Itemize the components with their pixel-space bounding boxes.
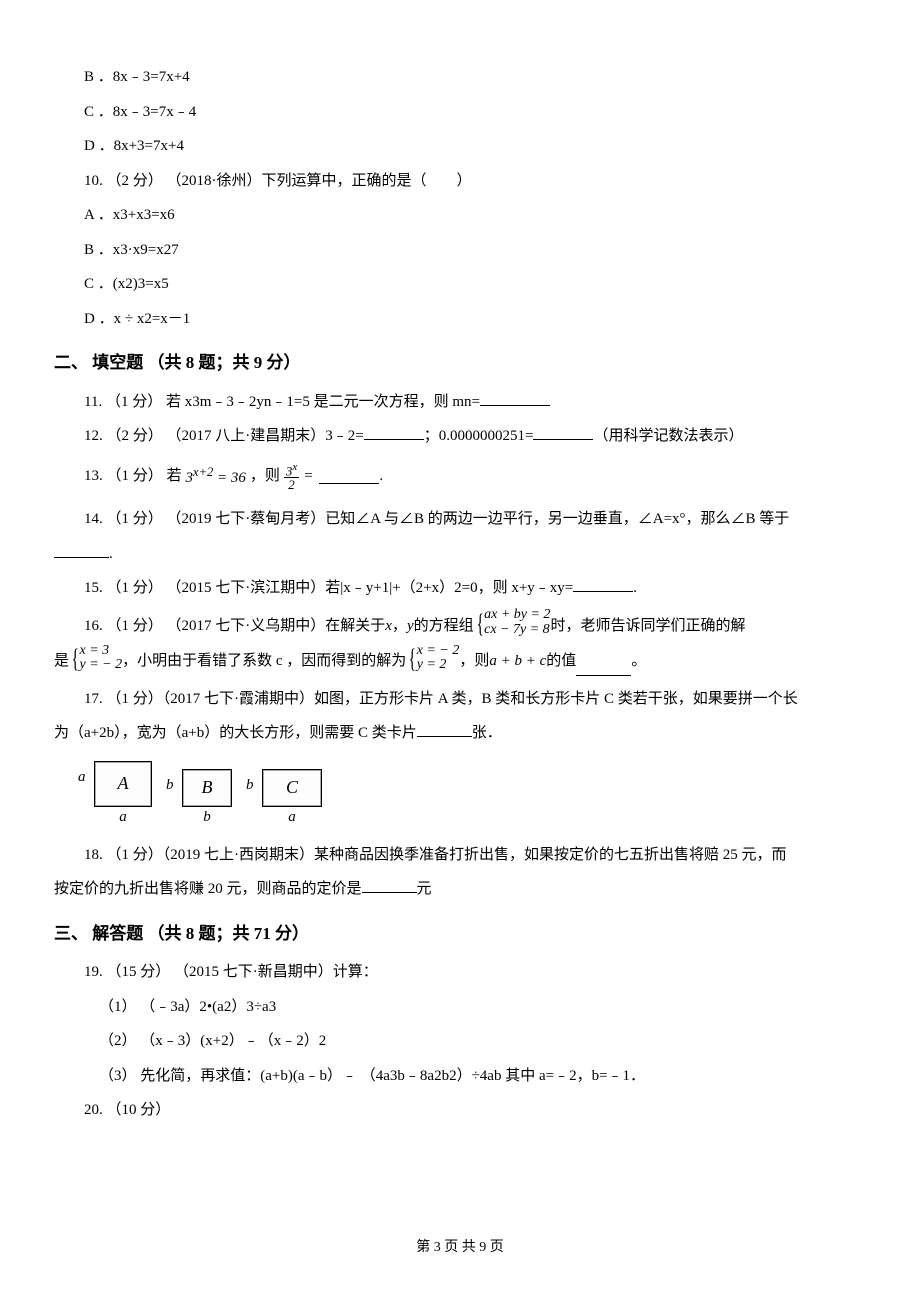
q16-suf: 。: [631, 646, 646, 676]
card-side-label: a: [78, 769, 86, 786]
option-line: D ．x ÷ x2=x－1: [54, 302, 866, 337]
option-line: A ．x3+x3=x6: [54, 198, 866, 233]
option-line: C ．8x﹣3=7x﹣4: [54, 95, 866, 130]
q18-l2b: 元: [417, 881, 432, 897]
q13-mid: ，则: [250, 466, 280, 487]
q16-g: 的值: [546, 646, 576, 676]
option-line: D ．8x+3=7x+4: [54, 129, 866, 164]
q18-l1: 18. （1 分）（2019 七上·西岗期末）某种商品因换季准备打折出售，如果按…: [54, 838, 866, 873]
section-2-title: 二、 填空题 （共 8 题；共 9 分）: [54, 342, 866, 385]
card-B: bBb: [182, 769, 232, 826]
card-bottom-label: a: [262, 809, 322, 826]
sys2-r2: y = − 2: [80, 658, 123, 673]
card-C: bCa: [262, 769, 322, 826]
card-box: C: [262, 769, 322, 807]
q16: 16. （1 分） （2017 七下·义乌期中）在解关于 x ， y 的方程组 …: [54, 606, 866, 676]
q13: 13. （1 分） 若 3x+2 = 36 ，则 3x 2 = .: [54, 462, 866, 493]
q19-p2: （2） （x﹣3）(x+2）﹣（x﹣2）2: [54, 1024, 866, 1059]
sys2-r1: x = 3: [80, 644, 123, 659]
eq-sup: x+2: [193, 465, 213, 479]
var-x: x: [385, 611, 392, 641]
num-sup: x: [292, 461, 297, 473]
q14-l2-text: .: [109, 546, 113, 562]
blank: [576, 661, 631, 676]
eq-rest: = 36: [213, 470, 246, 486]
option-line: C ．(x2)3=x5: [54, 267, 866, 302]
expr-abc: a + b + c: [489, 646, 546, 676]
q11: 11. （1 分） 若 x3m﹣3﹣2yn﹣1=5 是二元一次方程，则 mn=: [54, 385, 866, 420]
den: 2: [284, 478, 299, 492]
q17-l2a: 为（a+2b），宽为（a+b）的大长方形，则需要 C 类卡片: [54, 725, 417, 741]
card-bottom-label: a: [94, 809, 152, 826]
blank: [319, 469, 379, 484]
q19-head: 19. （15 分） （2015 七下·新昌期中）计算：: [54, 955, 866, 990]
card-A: aAa: [94, 761, 152, 826]
option-line: B ．x3·x9=x27: [54, 233, 866, 268]
eq-base: 3: [186, 470, 194, 486]
section-3-title: 三、 解答题 （共 8 题；共 71 分）: [54, 913, 866, 956]
q17-l2: 为（a+2b），宽为（a+b）的大长方形，则需要 C 类卡片 张．: [54, 716, 866, 751]
q16-e: ，小明由于看错了系数 c ，因而得到的解为: [122, 646, 406, 676]
blank: [54, 542, 109, 557]
q12-a: 12. （2 分） （2017 八上·建昌期末）3﹣2=: [84, 428, 364, 444]
blank: [417, 722, 472, 737]
q18-l2: 按定价的九折出售将赚 20 元，则商品的定价是 元: [54, 872, 866, 907]
eq-sign: =: [303, 466, 313, 487]
blank: [480, 390, 550, 405]
q20: 20. （10 分）: [54, 1093, 866, 1128]
q13-pre: 13. （1 分） 若: [84, 466, 182, 487]
q19-p3: （3） 先化简，再求值：(a+b)(a﹣b）﹣ （4a3b﹣8a2b2）÷4ab…: [54, 1059, 866, 1094]
system-1: { ax + by = 2 cx − 7y = 8: [474, 606, 551, 641]
q13-suf: .: [379, 466, 383, 487]
q17-l1: 17. （1 分）（2017 七下·霞浦期中）如图，正方形卡片 A 类，B 类和…: [54, 682, 866, 717]
q15-suf: .: [633, 580, 637, 596]
var-y: y: [407, 611, 414, 641]
sys1-r2: cx − 7y = 8: [484, 623, 550, 638]
blank: [362, 878, 417, 893]
sys1-r1: ax + by = 2: [484, 608, 550, 623]
q14-l2: .: [54, 537, 866, 572]
q15-pre: 15. （1 分） （2015 七下·滨江期中）若|x﹣y+1|+（2+x）2=…: [84, 580, 573, 596]
q11-text: 11. （1 分） 若 x3m﹣3﹣2yn﹣1=5 是二元一次方程，则 mn=: [84, 394, 480, 410]
q12-c: （用科学记数法表示）: [593, 428, 743, 444]
option-line: B ．8x﹣3=7x+4: [54, 60, 866, 95]
page-footer: 第 3 页 共 9 页: [0, 1236, 920, 1256]
q12: 12. （2 分） （2017 八上·建昌期末）3﹣2= ；0.000000025…: [54, 419, 866, 454]
card-bottom-label: b: [182, 809, 232, 826]
blank: [364, 425, 424, 440]
cards-figure: aAabBbbCa: [54, 761, 866, 826]
q16-f: ，则: [459, 646, 489, 676]
card-side-label: b: [246, 777, 254, 794]
q17-l2b: 张．: [472, 725, 502, 741]
exam-page: B ．8x﹣3=7x+4C ．8x﹣3=7x﹣4D ．8x+3=7x+4 10.…: [0, 0, 920, 1302]
card-box: A: [94, 761, 152, 807]
blank: [573, 577, 633, 592]
q10-stem: 10. （2 分） （2018·徐州）下列运算中，正确的是（ ）: [54, 164, 866, 199]
system-3: { x = − 2 y = 2: [406, 641, 459, 676]
q15: 15. （1 分） （2015 七下·滨江期中）若|x﹣y+1|+（2+x）2=…: [54, 571, 866, 606]
sys3-r1: x = − 2: [417, 644, 460, 659]
q19-p1: （1） （﹣3a）2•(a2）3÷a3: [54, 990, 866, 1025]
q16-d: 是: [54, 646, 69, 676]
q13-eq: 3x+2 = 36: [186, 464, 246, 489]
q16-b: 的方程组: [414, 611, 474, 641]
fraction: 3x 2: [284, 462, 299, 493]
system-2: { x = 3 y = − 2: [69, 641, 122, 676]
q18-l2a: 按定价的九折出售将赚 20 元，则商品的定价是: [54, 881, 362, 897]
q14-l1: 14. （1 分） （2019 七下·蔡甸月考）已知∠A 与∠B 的两边一边平行…: [54, 502, 866, 537]
q12-b: ；0.0000000251=: [424, 428, 534, 444]
card-box: B: [182, 769, 232, 807]
sys3-r2: y = 2: [417, 658, 460, 673]
q16-c: 时，老师告诉同学们正确的解: [550, 611, 745, 641]
comma: ，: [392, 611, 407, 641]
q16-a: 16. （1 分） （2017 七下·义乌期中）在解关于: [84, 611, 385, 641]
card-side-label: b: [166, 777, 174, 794]
blank: [533, 425, 593, 440]
